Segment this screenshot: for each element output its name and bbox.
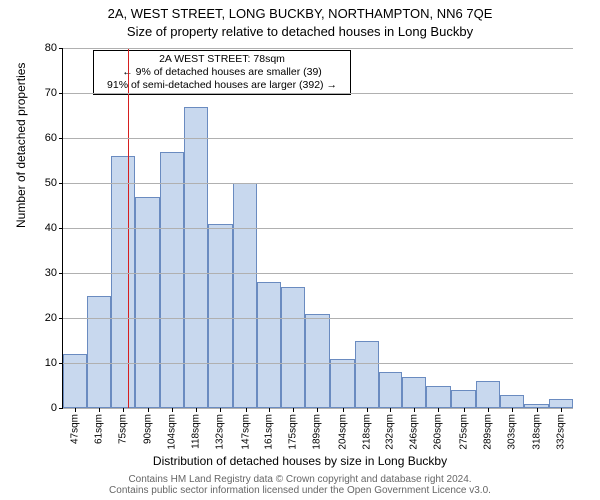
bar: [281, 287, 305, 409]
xtick-mark: [196, 408, 197, 412]
ytick-label: 50: [45, 177, 63, 189]
gridline: [63, 93, 573, 94]
bar: [426, 386, 451, 409]
ytick-label: 20: [45, 312, 63, 324]
annotation-line: 91% of semi-detached houses are larger (…: [100, 79, 344, 92]
ytick-label: 60: [45, 132, 63, 144]
xtick-label: 132sqm: [214, 414, 225, 450]
xtick-label: 204sqm: [337, 414, 348, 450]
gridline: [63, 273, 573, 274]
bar: [208, 224, 233, 409]
gridline: [63, 363, 573, 364]
footer-line-2: Contains public sector information licen…: [0, 485, 600, 496]
xtick-label: 147sqm: [240, 414, 251, 450]
xtick-mark: [390, 408, 391, 412]
chart-title-subtitle: Size of property relative to detached ho…: [0, 24, 600, 39]
xtick-label: 75sqm: [117, 414, 128, 444]
xtick-label: 260sqm: [433, 414, 444, 450]
bar: [111, 156, 136, 408]
xtick-label: 318sqm: [532, 414, 543, 450]
ytick-label: 70: [45, 87, 63, 99]
bar: [476, 381, 500, 408]
chart-title-address: 2A, WEST STREET, LONG BUCKBY, NORTHAMPTO…: [0, 6, 600, 21]
xtick-label: 104sqm: [167, 414, 178, 450]
xtick-mark: [561, 408, 562, 412]
xtick-mark: [172, 408, 173, 412]
xtick-mark: [148, 408, 149, 412]
xtick-label: 90sqm: [143, 414, 154, 444]
xtick-label: 61sqm: [93, 414, 104, 444]
bar: [160, 152, 184, 409]
xtick-mark: [367, 408, 368, 412]
xtick-mark: [414, 408, 415, 412]
xtick-mark: [464, 408, 465, 412]
xtick-mark: [537, 408, 538, 412]
xtick-label: 218sqm: [361, 414, 372, 450]
gridline: [63, 228, 573, 229]
gridline: [63, 138, 573, 139]
bar: [500, 395, 525, 409]
xtick-label: 175sqm: [288, 414, 299, 450]
xtick-mark: [99, 408, 100, 412]
xtick-mark: [220, 408, 221, 412]
xtick-label: 289sqm: [482, 414, 493, 450]
ytick-label: 80: [45, 42, 63, 54]
xtick-mark: [438, 408, 439, 412]
gridline: [63, 48, 573, 49]
xtick-label: 303sqm: [506, 414, 517, 450]
xtick-label: 161sqm: [264, 414, 275, 450]
gridline: [63, 183, 573, 184]
y-axis-label: Number of detached properties: [14, 63, 28, 228]
footer-attribution: Contains HM Land Registry data © Crown c…: [0, 474, 600, 496]
annotation-line: 2A WEST STREET: 78sqm: [100, 53, 344, 66]
xtick-mark: [512, 408, 513, 412]
x-axis-label: Distribution of detached houses by size …: [0, 454, 600, 468]
bar: [549, 399, 573, 408]
xtick-label: 189sqm: [312, 414, 323, 450]
annotation-line: ← 9% of detached houses are smaller (39): [100, 66, 344, 79]
xtick-label: 246sqm: [409, 414, 420, 450]
property-size-chart: 2A, WEST STREET, LONG BUCKBY, NORTHAMPTO…: [0, 0, 600, 500]
xtick-label: 332sqm: [556, 414, 567, 450]
xtick-label: 47sqm: [69, 414, 80, 444]
xtick-mark: [343, 408, 344, 412]
bar: [402, 377, 426, 409]
bar: [330, 359, 355, 409]
gridline: [63, 318, 573, 319]
ytick-label: 40: [45, 222, 63, 234]
xtick-label: 275sqm: [458, 414, 469, 450]
xtick-mark: [75, 408, 76, 412]
xtick-label: 232sqm: [385, 414, 396, 450]
bar: [87, 296, 111, 409]
xtick-label: 118sqm: [191, 414, 202, 449]
bar: [305, 314, 330, 409]
xtick-mark: [317, 408, 318, 412]
footer-line-1: Contains HM Land Registry data © Crown c…: [0, 474, 600, 485]
bar: [379, 372, 403, 408]
xtick-mark: [488, 408, 489, 412]
annotation-box: 2A WEST STREET: 78sqm← 9% of detached ho…: [93, 50, 351, 95]
bar: [355, 341, 379, 409]
xtick-mark: [293, 408, 294, 412]
ytick-label: 30: [45, 267, 63, 279]
xtick-mark: [269, 408, 270, 412]
ytick-label: 10: [45, 357, 63, 369]
plot-area: 2A WEST STREET: 78sqm← 9% of detached ho…: [62, 48, 573, 409]
xtick-mark: [123, 408, 124, 412]
bar: [233, 183, 258, 408]
xtick-mark: [246, 408, 247, 412]
bar: [451, 390, 476, 408]
ytick-label: 0: [51, 402, 63, 414]
bar: [257, 282, 281, 408]
